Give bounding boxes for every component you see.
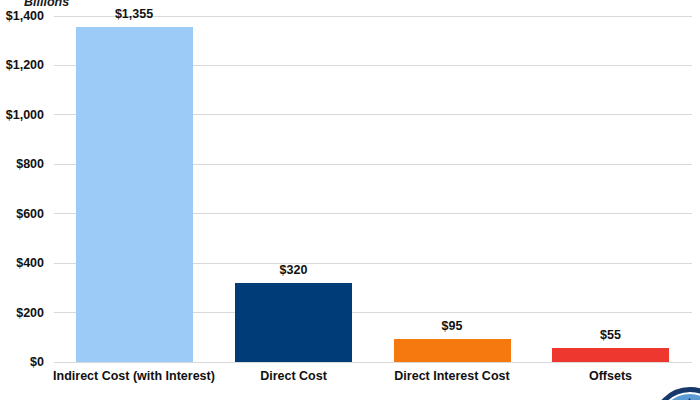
y-tick-label: $0 [0,354,44,370]
y-tick-label: $1,000 [0,107,44,123]
bar [552,348,669,362]
bar-value-label: $95 [372,318,532,334]
y-tick-label: $1,200 [0,57,44,73]
bar-value-label: $320 [214,262,374,278]
bar-chart: Billions $1,400$1,200$1,000$800$600$400$… [0,0,700,400]
y-tick-label: $800 [0,156,44,172]
y-tick-label: $200 [0,305,44,321]
bar [235,283,352,362]
bar-value-label: $55 [531,327,691,343]
y-tick-label: $400 [0,255,44,271]
y-tick-label: $1,400 [0,8,44,24]
y-tick-label: $600 [0,206,44,222]
circular-seal-logo [652,387,700,400]
bar [394,339,511,362]
bar [76,27,193,362]
category-label: Offsets [501,369,700,384]
bar-value-label: $1,355 [54,6,214,22]
